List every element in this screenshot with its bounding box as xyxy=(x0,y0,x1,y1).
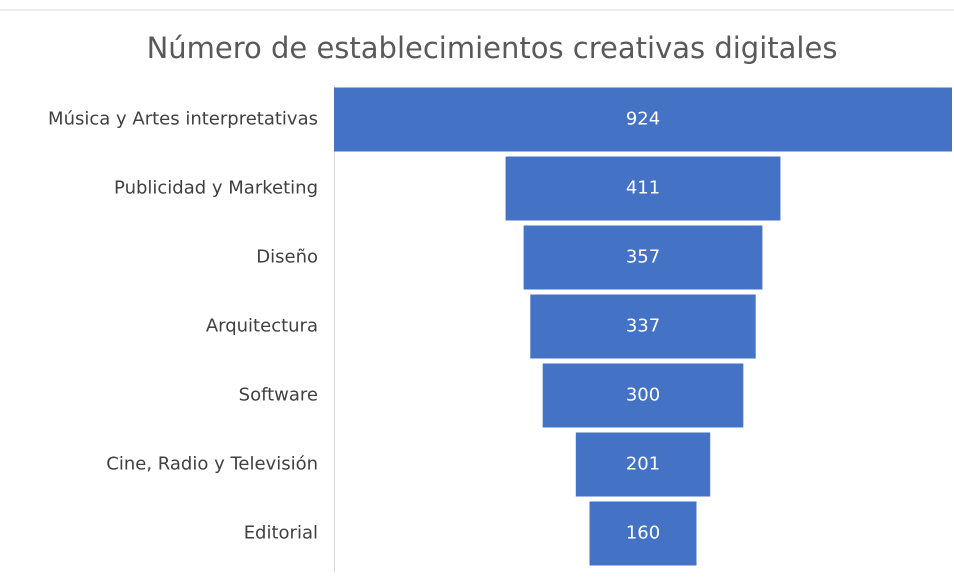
data-label: 160 xyxy=(626,523,660,544)
data-label: 357 xyxy=(626,247,660,268)
data-label: 924 xyxy=(626,109,660,130)
data-label: 201 xyxy=(626,454,660,475)
category-label: Arquitectura xyxy=(206,316,318,337)
bar xyxy=(523,225,763,290)
category-label: Diseño xyxy=(256,247,318,268)
bar xyxy=(530,294,756,359)
bar xyxy=(542,363,744,428)
data-label: 337 xyxy=(626,316,660,337)
category-label: Música y Artes interpretativas xyxy=(48,109,318,130)
data-label: 411 xyxy=(626,178,660,199)
bar xyxy=(589,501,697,566)
bar xyxy=(575,432,711,497)
chart-title: Número de establecimientos creativas dig… xyxy=(147,31,838,65)
data-label: 300 xyxy=(626,385,660,406)
bar xyxy=(334,87,952,152)
category-label: Publicidad y Marketing xyxy=(114,178,318,199)
bar xyxy=(505,156,781,221)
category-label: Software xyxy=(239,385,318,406)
category-label: Editorial xyxy=(244,523,318,544)
category-label: Cine, Radio y Televisión xyxy=(106,454,318,475)
